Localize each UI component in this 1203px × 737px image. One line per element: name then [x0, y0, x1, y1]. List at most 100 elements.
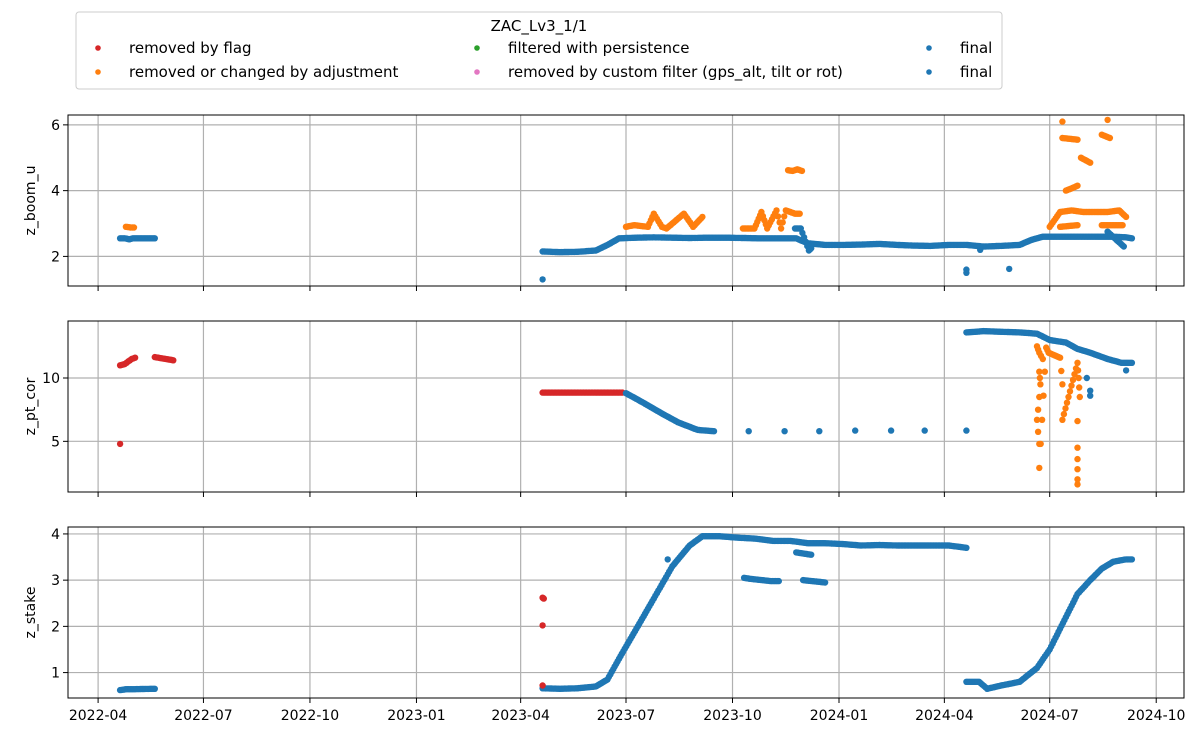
- legend-label: removed or changed by adjustment: [129, 63, 398, 81]
- data-point: [1127, 234, 1134, 242]
- data-point: [1072, 593, 1080, 601]
- data-point: [1074, 455, 1081, 463]
- data-point: [816, 428, 823, 435]
- data-point: [774, 577, 781, 585]
- x-tick-label: 2024-04: [915, 708, 974, 724]
- data-point: [1072, 222, 1080, 229]
- axes-frame: [67, 320, 1185, 493]
- y-tick-label: 3: [51, 573, 60, 589]
- series-1: [539, 594, 547, 689]
- series-0: [116, 353, 626, 448]
- legend-marker: [95, 45, 101, 51]
- x-tick-label: 2024-01: [810, 708, 869, 724]
- data-point: [1076, 384, 1083, 391]
- data-point: [774, 213, 782, 220]
- data-point: [1127, 359, 1134, 366]
- data-point: [1074, 359, 1081, 366]
- data-point: [1036, 368, 1043, 375]
- data-point: [1074, 476, 1081, 483]
- data-point: [963, 266, 970, 273]
- data-point: [1006, 265, 1013, 273]
- data-point: [168, 356, 175, 364]
- data-point: [1055, 353, 1062, 361]
- x-tick-label: 2023-01: [387, 708, 446, 724]
- data-point: [887, 427, 895, 434]
- data-point: [1058, 367, 1065, 375]
- legend-marker: [474, 45, 480, 51]
- data-point: [779, 219, 786, 226]
- data-point: [150, 235, 157, 242]
- series-0: [116, 225, 1136, 283]
- data-point: [1074, 417, 1081, 425]
- legend-marker: [474, 69, 480, 75]
- data-point: [1040, 392, 1047, 399]
- data-point: [852, 427, 859, 434]
- data-point: [664, 556, 671, 563]
- y-tick-label: 5: [51, 434, 60, 450]
- data-point: [794, 210, 802, 217]
- data-point: [617, 389, 625, 396]
- data-point: [1034, 406, 1042, 413]
- data-point: [777, 225, 785, 232]
- legend-marker: [926, 69, 932, 75]
- legend-marker: [926, 45, 932, 51]
- data-point: [961, 544, 969, 551]
- data-point: [1037, 440, 1044, 448]
- legend-marker: [95, 69, 101, 75]
- data-point: [1105, 134, 1112, 141]
- data-point: [806, 551, 813, 558]
- data-point: [116, 440, 124, 448]
- x-tick-label: 2023-04: [491, 708, 550, 724]
- legend-frame: [75, 11, 1003, 90]
- data-point: [1076, 393, 1084, 401]
- panel-z-pt-cor: 5 10z_pt_cor: [23, 320, 1185, 497]
- data-point: [1072, 136, 1080, 143]
- y-tick-label: 10: [42, 371, 60, 387]
- panel-z-boom-u: 2 4 6 z_boom_u: [23, 114, 1185, 291]
- data-point: [129, 224, 136, 231]
- y-axis-label: z_pt_cor: [23, 377, 39, 435]
- series-1: [622, 327, 1136, 435]
- data-point: [1034, 428, 1042, 435]
- data-point: [745, 428, 752, 435]
- y-axis-label: z_boom_u: [23, 166, 39, 236]
- data-point: [631, 628, 639, 635]
- data-point: [1036, 374, 1044, 382]
- data-point: [1119, 242, 1126, 249]
- data-point: [539, 682, 546, 689]
- y-tick-label: 1: [51, 666, 60, 682]
- data-point: [1087, 387, 1094, 394]
- data-point: [539, 622, 546, 629]
- y-tick-label: 6: [51, 118, 60, 134]
- data-point: [820, 579, 827, 586]
- data-point: [1075, 374, 1082, 382]
- data-point: [963, 427, 970, 434]
- data-point: [1062, 405, 1069, 412]
- data-point: [1037, 381, 1044, 388]
- series-1: [122, 116, 1130, 232]
- data-point: [1059, 381, 1066, 388]
- data-point: [1034, 346, 1042, 353]
- y-tick-label: 4: [51, 184, 60, 200]
- data-point: [1118, 222, 1125, 229]
- data-point: [130, 355, 137, 362]
- data-point: [921, 427, 928, 434]
- x-tick-label: 2024-10: [1127, 708, 1186, 724]
- data-point: [1083, 374, 1091, 382]
- data-point: [1041, 368, 1049, 375]
- data-point: [1074, 481, 1081, 488]
- y-axis-label: z_stake: [23, 587, 39, 639]
- legend: ZAC_Lv3_1/1 removed by flag removed or ch…: [75, 11, 1003, 90]
- data-point: [1063, 399, 1071, 406]
- data-point: [1066, 388, 1074, 395]
- data-point: [1059, 416, 1066, 423]
- data-point: [1036, 464, 1043, 472]
- data-point: [797, 167, 804, 174]
- panel-z-stake: 2022-04 2022-07 2022-10 2023-01 2023-04 2023-…: [23, 526, 1186, 724]
- legend-entries: removed by flag removed or changed by adj…: [95, 39, 992, 82]
- data-point: [540, 595, 547, 602]
- data-point: [1087, 392, 1094, 399]
- data-point: [1104, 116, 1111, 124]
- data-point: [1085, 158, 1092, 166]
